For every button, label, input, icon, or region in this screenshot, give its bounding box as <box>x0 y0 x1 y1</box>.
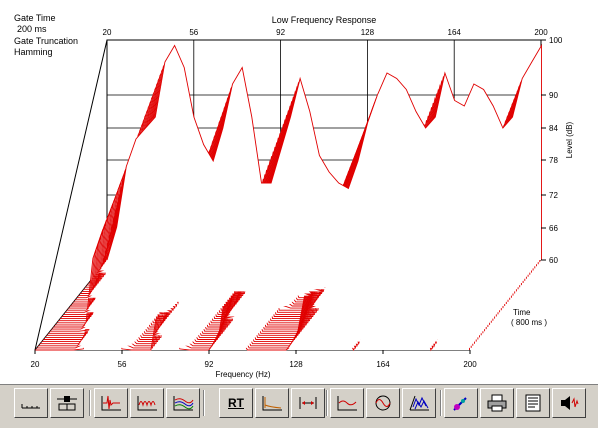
impulse-response-button[interactable] <box>94 388 128 418</box>
waterfall-button[interactable] <box>402 388 436 418</box>
toolbar: RT <box>0 386 598 428</box>
depth-edge-left <box>34 39 108 351</box>
chart-title: Low Frequency Response <box>272 15 377 25</box>
phase-icon <box>375 395 391 411</box>
level-tick-label: 90 <box>549 91 558 100</box>
frequency-response-button[interactable] <box>330 388 364 418</box>
decay-icon <box>262 396 282 411</box>
decay-curve-button[interactable] <box>255 388 289 418</box>
bottom-frequency-tick-label: 164 <box>376 360 390 369</box>
top-frequency-tick-label: 92 <box>276 28 285 37</box>
x-axis-label: Frequency (Hz) <box>215 370 270 379</box>
gate-time-value: 200 ms <box>17 24 47 34</box>
color-settings-button[interactable] <box>444 388 478 418</box>
slider-icon <box>57 396 77 411</box>
energy-time-icon <box>137 396 157 411</box>
level-tick-label: 78 <box>549 156 558 165</box>
waterfall-chart: Low Frequency Response 20 56 92 128 164 200 20 5… <box>31 15 574 379</box>
reverb-time-button[interactable]: RT <box>219 388 253 418</box>
top-frequency-tick-label: 20 <box>103 28 112 37</box>
toolbar-separator <box>89 390 91 416</box>
speaker-icon <box>561 396 579 410</box>
level-tick-label: 60 <box>549 256 558 265</box>
top-frequency-tick-label: 128 <box>361 28 375 37</box>
toolbar-separator <box>440 390 442 416</box>
axis-settings-button[interactable] <box>14 388 48 418</box>
energy-time-button[interactable] <box>130 388 164 418</box>
toolbar-separator <box>326 390 328 416</box>
multi-trace-icon <box>173 396 194 411</box>
level-tick-label: 84 <box>549 124 558 133</box>
gate-truncation-value: Hamming <box>14 47 53 57</box>
audio-playback-button[interactable] <box>552 388 586 418</box>
multi-trace-button[interactable] <box>166 388 200 418</box>
toolbar-separator <box>203 390 205 416</box>
time-axis-value: ( 800 ms ) <box>511 318 547 327</box>
time-axis-label: Time <box>513 308 531 317</box>
phase-button[interactable] <box>366 388 400 418</box>
frequency-response-icon <box>337 396 357 411</box>
gate-truncation-label: Gate Truncation <box>14 36 79 46</box>
top-frequency-tick-label: 56 <box>189 28 198 37</box>
report-button[interactable] <box>516 388 550 418</box>
top-frequency-tick-label: 164 <box>448 28 462 37</box>
level-tick-label: 72 <box>549 191 558 200</box>
waterfall-slice <box>106 43 542 261</box>
slice-mask <box>107 45 542 260</box>
gate-window-button[interactable] <box>291 388 325 418</box>
level-tick-label: 100 <box>549 36 563 45</box>
rt-label: RT <box>228 396 244 410</box>
print-button[interactable] <box>480 388 514 418</box>
bottom-frequency-tick-label: 200 <box>463 360 477 369</box>
level-tick-label: 66 <box>549 224 558 233</box>
gate-window-icon <box>299 397 317 409</box>
axis-icon <box>21 404 40 409</box>
document-icon <box>525 394 541 412</box>
gate-time-label: Gate Time <box>14 13 56 23</box>
top-frequency-tick-label: 200 <box>534 28 548 37</box>
bottom-frequency-tick-label: 92 <box>205 360 214 369</box>
waterfall-icon <box>409 395 429 411</box>
plot-area: Low Frequency Response 20 56 92 128 164 200 20 5… <box>0 0 598 385</box>
bottom-frequency-tick-label: 128 <box>289 360 303 369</box>
bottom-frequency-tick-label: 56 <box>118 360 127 369</box>
impulse-icon <box>101 395 121 411</box>
slider-settings-button[interactable] <box>50 388 84 418</box>
printer-icon <box>487 394 507 412</box>
y-axis-label: Level (dB) <box>565 121 574 158</box>
bottom-frequency-tick-label: 20 <box>31 360 40 369</box>
color-palette-icon <box>453 397 467 411</box>
